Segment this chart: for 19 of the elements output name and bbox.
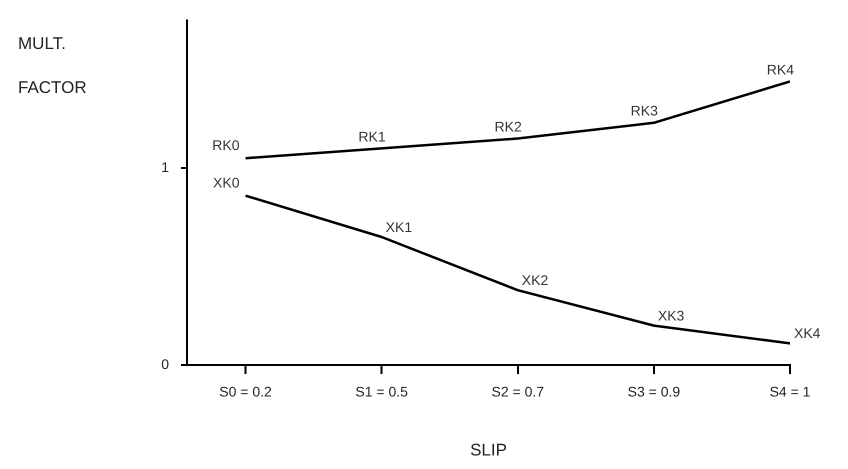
x-tick-label: S2 = 0.7	[491, 383, 544, 400]
annotation: XK3	[658, 307, 685, 324]
y-tick-label: 0	[161, 356, 170, 372]
y-tick-label: 1	[161, 158, 170, 175]
text: MULT. FACTOR	[18, 34, 87, 97]
annotation: RK3	[630, 102, 658, 119]
annotation: RK1	[358, 128, 386, 144]
x-tick-label: S4 = 1	[770, 383, 811, 400]
x-tick-label: S1 = 0.5	[355, 383, 408, 400]
x-tick-label: S0 = 0.2	[219, 383, 272, 400]
annotation: XK0	[213, 174, 240, 191]
x-axis-title: SLIP	[470, 440, 507, 460]
annotation: XK4	[794, 325, 821, 342]
annotation: RK2	[494, 118, 522, 134]
annotation: XK1	[386, 218, 412, 235]
x-tick-label: S3 = 0.9	[628, 383, 680, 400]
annotation: XK2	[522, 272, 548, 288]
annotation: RK4	[766, 61, 794, 78]
annotation: RK0	[212, 137, 240, 154]
